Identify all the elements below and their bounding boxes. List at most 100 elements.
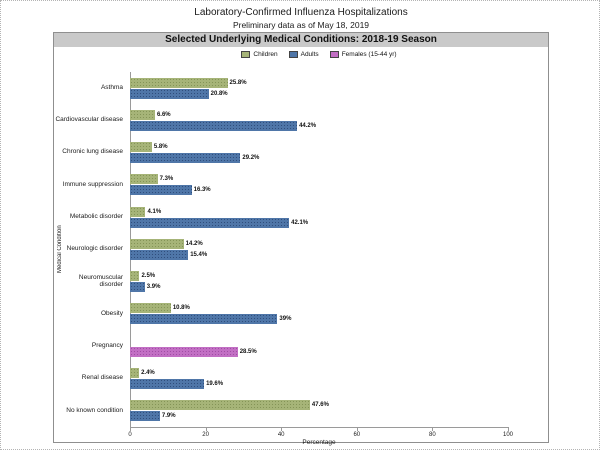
legend-item: Adults xyxy=(288,51,319,58)
bar-adults xyxy=(130,249,189,260)
bar-line: 7.3% xyxy=(130,174,509,185)
bar-adults xyxy=(130,282,145,293)
bar-children xyxy=(130,206,146,217)
legend-item: Children xyxy=(241,51,278,58)
value-label: 14.2% xyxy=(185,240,203,247)
bar-line: 44.2% xyxy=(130,120,509,131)
category-label: Chronic lung disease xyxy=(62,148,123,156)
bar-adults xyxy=(130,120,298,131)
x-tick-label: 100 xyxy=(502,432,514,438)
bar-line: 28.5% xyxy=(130,346,509,357)
bar-children xyxy=(130,303,171,314)
legend-label: Females (15-44 yr) xyxy=(341,51,397,58)
value-label: 42.1% xyxy=(291,219,309,226)
bar-females xyxy=(130,346,238,357)
chart-title: Laboratory-Confirmed Influenza Hospitali… xyxy=(194,7,408,18)
bar-line: 29.2% xyxy=(130,153,509,164)
bar-adults xyxy=(130,379,205,390)
legend-swatch-icon xyxy=(241,51,251,58)
category-label: Pregnancy xyxy=(91,342,123,349)
value-label: 25.8% xyxy=(229,79,247,86)
value-label: 39% xyxy=(279,316,292,323)
bar-children xyxy=(130,77,228,88)
value-label: 7.3% xyxy=(159,176,174,183)
bar-children xyxy=(130,109,155,120)
bar-line: 5.8% xyxy=(130,142,509,153)
bar-adults xyxy=(130,153,241,164)
category-labels: Asthma Cardiovascular disease Chronic lung… xyxy=(54,72,126,427)
x-tick xyxy=(508,428,509,431)
bar-group: 25.8% 20.8% xyxy=(130,72,509,104)
x-tick-label: 20 xyxy=(202,432,209,438)
legend-swatch-icon xyxy=(329,51,339,58)
bar-group: 4.1% 42.1% xyxy=(130,201,509,233)
bar-line: 42.1% xyxy=(130,217,509,228)
value-label: 4.1% xyxy=(147,208,162,215)
category-label: Neurologic disorder xyxy=(66,245,123,253)
bar-adults xyxy=(130,88,209,99)
bar-line: 20.8% xyxy=(130,88,509,99)
bar-group: 7.3% 16.3% xyxy=(130,169,509,201)
bar-line: 2.4% xyxy=(130,368,509,379)
value-label: 15.4% xyxy=(190,251,208,258)
x-tick xyxy=(281,428,283,431)
bar-group: 10.8% 39% xyxy=(130,298,509,330)
bar-children xyxy=(130,142,152,153)
x-tick xyxy=(432,428,434,431)
bar-line: 7.9% xyxy=(130,411,509,422)
bar-children xyxy=(130,238,184,249)
chart-banner: Selected Underlying Medical Conditions: … xyxy=(54,33,548,47)
legend: Children Adults Females (15-44 yr) xyxy=(130,51,508,58)
bar-group: 6.6% 44.2% xyxy=(130,104,509,136)
legend-label: Children xyxy=(253,51,278,58)
plot-area: 25.8% 20.8% 6.6% 44.2% 5.8% 29.2% 7.3% 16.3% 4.1… xyxy=(130,72,509,427)
legend-item: Females (15-44 yr) xyxy=(329,51,397,58)
value-label: 2.5% xyxy=(141,273,156,280)
bar-line xyxy=(130,336,509,346)
bar-line: 4.1% xyxy=(130,206,509,217)
bar-adults xyxy=(130,185,192,196)
value-label: 29.2% xyxy=(242,155,260,162)
bar-line: 25.8% xyxy=(130,77,509,88)
x-tick-label: 60 xyxy=(353,432,361,438)
bar-group: 5.8% 29.2% xyxy=(130,137,509,169)
bar-line: 19.6% xyxy=(130,379,509,390)
value-label: 28.5% xyxy=(239,348,257,355)
bar-group: 28.5% xyxy=(130,330,509,362)
value-label: 44.2% xyxy=(299,122,317,129)
category-label: No known condition xyxy=(66,406,123,414)
value-label: 47.6% xyxy=(311,402,329,409)
bar-line: 2.5% xyxy=(130,271,509,282)
legend-swatch-icon xyxy=(288,51,298,58)
category-label: Asthma xyxy=(100,83,123,91)
x-tick-label: 40 xyxy=(277,432,285,438)
value-label: 19.6% xyxy=(206,381,224,388)
bar-adults xyxy=(130,217,290,228)
bar-line: 6.6% xyxy=(130,109,509,120)
category-label: Immune suppression xyxy=(62,180,123,188)
value-label: 16.3% xyxy=(193,187,211,194)
bar-adults xyxy=(130,314,278,325)
x-axis-line xyxy=(130,427,509,428)
bar-group: 47.6% 7.9% xyxy=(130,395,509,427)
bar-children xyxy=(130,400,310,411)
category-label: Cardiovascular disease xyxy=(55,116,123,124)
category-label: Obesity xyxy=(100,309,123,317)
bar-group: 2.5% 3.9% xyxy=(130,266,509,298)
value-label: 20.8% xyxy=(210,90,228,97)
bar-group: 14.2% 15.4% xyxy=(130,233,509,265)
x-tick xyxy=(356,428,358,431)
bar-children xyxy=(130,174,158,185)
value-label: 10.8% xyxy=(172,305,190,312)
category-label: Metabolic disorder xyxy=(69,212,123,220)
value-label: 3.9% xyxy=(146,284,161,291)
x-tick-label: 0 xyxy=(128,432,132,438)
bar-line: 14.2% xyxy=(130,238,509,249)
bar-line: 15.4% xyxy=(130,249,509,260)
bar-group: 2.4% 19.6% xyxy=(130,362,509,394)
x-tick-label: 80 xyxy=(429,432,436,438)
x-tick xyxy=(130,428,131,431)
bar-line: 16.3% xyxy=(130,185,509,196)
bar-line: 39% xyxy=(130,314,509,325)
